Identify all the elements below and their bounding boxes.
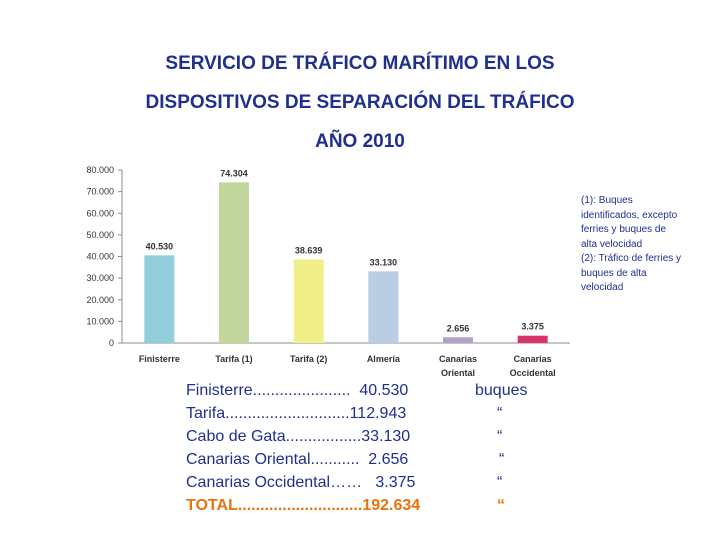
x-tick-label: Almería xyxy=(367,354,401,364)
bar-value-label: 33.130 xyxy=(370,257,398,267)
summary-unit: “ xyxy=(497,428,503,445)
x-tick-label: Oriental xyxy=(441,368,475,378)
summary-unit: “ xyxy=(497,497,505,514)
bar xyxy=(517,335,548,343)
y-tick-label: 30.000 xyxy=(86,273,114,283)
summary-label: Canarias Oriental........... 2.656 xyxy=(186,451,409,468)
note-line: ferries y buques de xyxy=(581,224,667,235)
bar-value-label: 3.375 xyxy=(521,322,544,332)
title-line-2: DISPOSITIVOS DE SEPARACIÓN DEL TRÁFICO xyxy=(145,92,575,113)
y-tick-label: 50.000 xyxy=(86,230,114,240)
bar-value-label: 40.530 xyxy=(146,241,174,251)
bar-value-label: 38.639 xyxy=(295,245,323,255)
summary-label: Tarifa............................112.94… xyxy=(186,405,407,422)
summary-label: Canarias Occidental…… 3.375 xyxy=(186,474,416,491)
bar-value-label: 74.304 xyxy=(220,168,248,178)
note-line: velocidad xyxy=(581,282,624,293)
bar xyxy=(293,259,324,343)
summary-label: Finisterre...................... 40.530 xyxy=(186,382,409,399)
note-line: (2): Tráfico de ferries y xyxy=(581,253,682,264)
note-line: (1): Buques xyxy=(581,195,633,206)
title-line-3: AÑO 2010 xyxy=(315,131,405,152)
x-tick-label: Canarias xyxy=(514,354,552,364)
bar xyxy=(144,255,175,343)
y-tick-label: 10.000 xyxy=(86,316,114,326)
x-tick-label: Occidental xyxy=(510,368,556,378)
y-tick-label: 80.000 xyxy=(86,165,114,175)
y-tick-label: 0 xyxy=(109,338,114,348)
y-tick-label: 40.000 xyxy=(86,252,114,262)
y-tick-label: 70.000 xyxy=(86,187,114,197)
y-tick-label: 20.000 xyxy=(86,295,114,305)
note-line: buques de alta xyxy=(581,267,647,279)
summary-total-label: TOTAL............................192.634 xyxy=(186,497,421,514)
x-tick-label: Canarias xyxy=(439,354,477,364)
bar xyxy=(443,337,473,343)
bar-value-label: 2.656 xyxy=(447,323,470,333)
bar xyxy=(219,182,249,343)
bar xyxy=(368,271,399,343)
summary-unit: “ xyxy=(497,405,503,422)
summary-unit: “ xyxy=(499,451,505,468)
title-line-1: SERVICIO DE TRÁFICO MARÍTIMO EN LOS xyxy=(165,53,555,74)
summary-unit: buques xyxy=(475,382,528,399)
y-tick-label: 60.000 xyxy=(86,208,114,218)
chart-notes: (1): Buques identificados, excepto ferri… xyxy=(581,194,717,296)
x-tick-label: Finisterre xyxy=(139,354,180,364)
summary-unit: “ xyxy=(497,474,503,491)
x-tick-label: Tarifa (2) xyxy=(290,354,327,364)
note-line: identificados, excepto xyxy=(581,209,678,221)
summary-label: Cabo de Gata.................33.130 xyxy=(186,428,411,445)
note-line: alta velocidad xyxy=(581,238,643,250)
x-tick-label: Tarifa (1) xyxy=(215,354,252,364)
